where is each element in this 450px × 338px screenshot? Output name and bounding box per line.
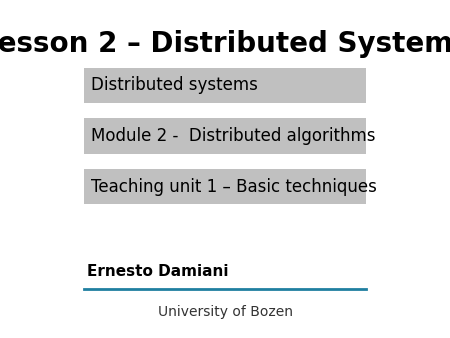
- Text: Ernesto Damiani: Ernesto Damiani: [87, 264, 229, 279]
- Text: Distributed systems: Distributed systems: [90, 76, 257, 94]
- Text: Lesson 2 – Distributed Systems: Lesson 2 – Distributed Systems: [0, 30, 450, 58]
- Text: Module 2 -  Distributed algorithms: Module 2 - Distributed algorithms: [90, 127, 375, 145]
- FancyBboxPatch shape: [84, 118, 366, 154]
- Text: Teaching unit 1 – Basic techniques: Teaching unit 1 – Basic techniques: [90, 178, 376, 196]
- FancyBboxPatch shape: [84, 169, 366, 204]
- FancyBboxPatch shape: [84, 68, 366, 103]
- Text: University of Bozen: University of Bozen: [158, 306, 292, 319]
